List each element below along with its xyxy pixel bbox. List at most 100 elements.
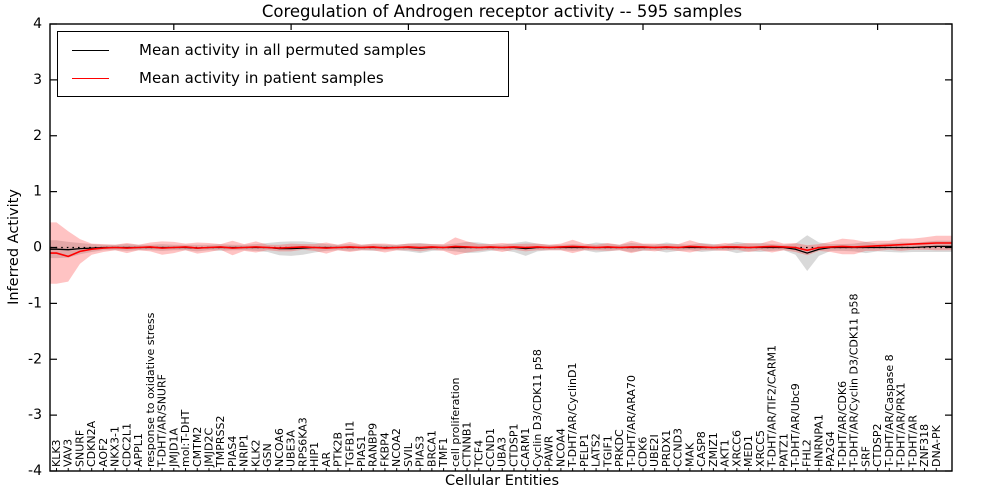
x-tick-label: T-DHT/AR/SNURF xyxy=(156,374,169,468)
y-axis-label: Inferred Activity xyxy=(6,189,22,305)
x-tick-label: ZNF318 xyxy=(918,424,931,467)
x-tick-label: CMTM2 xyxy=(191,427,204,467)
x-tick-label: CCND3 xyxy=(672,428,685,467)
x-tick-label: T-DHT/AR xyxy=(906,415,919,468)
x-tick-label: T-DHT/AR/TIF2/CARM1 xyxy=(766,345,779,468)
x-tick-label: cell proliferation xyxy=(449,377,462,467)
legend-label-patient: Mean activity in patient samples xyxy=(139,69,384,87)
x-tick-label: CDK6 xyxy=(637,437,650,467)
x-tick-label: SNURF xyxy=(73,430,86,467)
patient-std-band xyxy=(50,222,952,284)
x-tick-label: NRIP1 xyxy=(238,434,251,467)
x-tick-label: KLK2 xyxy=(249,439,262,467)
permuted-std-band xyxy=(50,235,952,271)
x-tick-label: ZMIZ1 xyxy=(707,432,720,467)
x-tick-label: VAV3 xyxy=(62,439,75,467)
x-tick-label: CTDSP2 xyxy=(871,424,884,467)
x-tick-label: TGFB1I1 xyxy=(343,421,356,468)
x-tick-label: LATS2 xyxy=(590,433,603,467)
legend-label-permuted: Mean activity in all permuted samples xyxy=(139,41,426,59)
x-tick-label: BRCA1 xyxy=(425,430,438,467)
y-tick-label: -1 xyxy=(28,295,42,311)
x-tick-label: TCF4 xyxy=(472,440,485,468)
x-tick-label: RANBP9 xyxy=(367,423,380,467)
x-tick-label: FHL2 xyxy=(801,439,814,467)
x-tick-label: PTK2B xyxy=(332,432,345,467)
legend: Mean activity in all permuted samples Me… xyxy=(57,31,509,97)
x-tick-label: KLK3 xyxy=(50,439,63,467)
x-tick-label: PAWR xyxy=(543,435,556,467)
y-tick-label: 1 xyxy=(33,184,42,200)
x-tick-label: NCOA2 xyxy=(390,428,403,467)
x-tick-label: T-DHT/AR/Caspase 8 xyxy=(883,354,896,468)
x-tick-label: CASP8 xyxy=(695,431,708,467)
x-tick-label: PRKDC xyxy=(613,429,626,467)
x-tick-label: PATZ1 xyxy=(777,433,790,467)
x-tick-label: PRDX1 xyxy=(660,430,673,467)
x-tick-label: CDC2L1 xyxy=(120,423,133,467)
x-tick-label: CCND1 xyxy=(484,428,497,467)
x-tick-label: RPS6KA3 xyxy=(296,417,309,467)
x-tick-label: UBE3A xyxy=(285,429,298,467)
x-tick-label: APPL1 xyxy=(132,433,145,467)
x-tick-label: CARM1 xyxy=(519,428,532,467)
x-tick-label: JMJD1A xyxy=(167,428,180,468)
x-tick-label: UBA3 xyxy=(496,437,509,467)
x-tick-label: CTNNB1 xyxy=(461,422,474,467)
x-tick-label: CTDSP1 xyxy=(507,424,520,467)
x-tick-label: HIP1 xyxy=(308,442,321,467)
x-tick-label: SRF xyxy=(859,446,872,467)
x-tick-label: AKT1 xyxy=(719,439,732,467)
x-tick-label: CDKN2A xyxy=(85,420,98,467)
x-tick-label: XRCC6 xyxy=(730,430,743,467)
x-tick-label: T-DHT/AR/ARA70 xyxy=(625,375,638,468)
x-tick-label: PIAS1 xyxy=(355,436,368,467)
x-tick-label: UBE2I xyxy=(648,434,661,467)
x-tick-label: PA2G4 xyxy=(824,431,837,467)
chart-title: Coregulation of Androgen receptor activi… xyxy=(261,2,743,21)
x-tick-label: FKBP4 xyxy=(378,432,391,467)
x-tick-label: TMF1 xyxy=(437,437,450,468)
x-tick-label: Cyclin D3/CDK11 p58 xyxy=(531,349,544,467)
black-line-swatch-icon xyxy=(72,49,109,51)
y-tick-label: -2 xyxy=(28,351,42,367)
x-tick-label: PIAS4 xyxy=(226,436,239,467)
x-tick-label: HNRNPA1 xyxy=(812,414,825,467)
y-tick-label: 0 xyxy=(33,240,42,256)
x-tick-label: GSN xyxy=(261,443,274,467)
x-tick-label: TMPRSS2 xyxy=(214,416,227,468)
legend-item-patient: Mean activity in patient samples xyxy=(58,64,508,92)
x-tick-label: AOF2 xyxy=(97,438,110,467)
y-tick-label: 4 xyxy=(33,16,42,32)
y-tick-label: -3 xyxy=(28,407,42,423)
x-tick-label: NCOA6 xyxy=(273,428,286,467)
x-tick-label: MED1 xyxy=(742,435,755,467)
y-tick-label: 2 xyxy=(33,128,42,144)
x-tick-label: AR xyxy=(320,451,333,467)
x-tick-label: TGIF1 xyxy=(601,435,614,468)
x-tick-label: JMJD2C xyxy=(202,428,215,468)
x-tick-label: SVIL xyxy=(402,442,415,467)
legend-item-permuted: Mean activity in all permuted samples xyxy=(58,36,508,64)
x-tick-label: PELP1 xyxy=(578,434,591,467)
x-tick-label: T-DHT/AR/CDK6 xyxy=(836,381,849,468)
x-tick-label: DNA-PK xyxy=(930,424,943,467)
x-tick-label: NKX3-1 xyxy=(109,426,122,467)
x-tick-label: T-DHT/AR/CyclinD1 xyxy=(566,362,579,468)
patient-mean-line xyxy=(50,242,952,258)
x-tick-label: MAK xyxy=(683,442,696,467)
x-tick-label: response to oxidative stress xyxy=(144,312,157,467)
x-tick-label: mol:T-DHT xyxy=(179,409,192,467)
y-tick-label: 3 xyxy=(33,72,42,88)
x-tick-label: PIAS3 xyxy=(414,436,427,467)
x-tick-label: T-DHT/AR/PRX1 xyxy=(895,382,908,468)
x-tick-label: T-DHT/AR/Cyclin D3/CDK11 p58 xyxy=(848,293,861,468)
y-tick-label: -4 xyxy=(28,463,42,479)
red-line-swatch-icon xyxy=(72,77,109,79)
x-tick-label: XRCC5 xyxy=(754,430,767,467)
x-tick-label: T-DHT/AR/Ubc9 xyxy=(789,383,802,468)
x-axis-label: Cellular Entities xyxy=(444,473,560,489)
x-tick-label: NCOA4 xyxy=(554,428,567,467)
